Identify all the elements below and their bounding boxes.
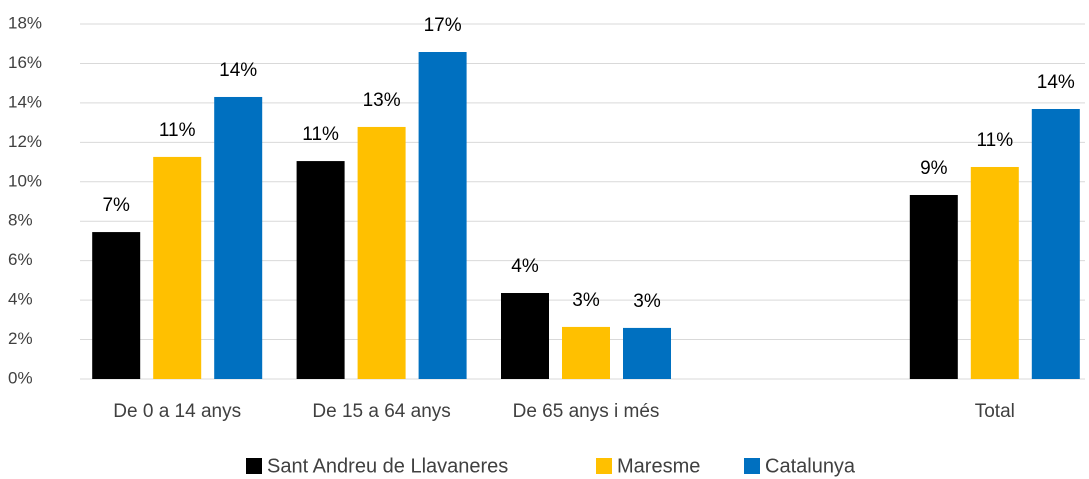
value-label: 3% — [572, 290, 600, 311]
y-tick-label: 14% — [8, 92, 42, 111]
value-label: 9% — [920, 158, 948, 179]
value-label: 11% — [159, 120, 196, 141]
bar — [623, 327, 671, 379]
value-label: 11% — [976, 130, 1013, 151]
y-tick-label: 12% — [8, 132, 42, 151]
legend-label: Sant Andreu de Llavaneres — [267, 455, 508, 477]
bar — [357, 126, 406, 379]
value-label: 7% — [102, 195, 130, 216]
bar — [501, 293, 549, 379]
bar — [418, 52, 467, 379]
y-tick-label: 10% — [8, 171, 42, 190]
bar — [1031, 109, 1080, 379]
x-tick-label: De 15 a 64 anys — [312, 401, 450, 422]
x-tick-label: De 0 a 14 anys — [113, 401, 241, 422]
y-tick-label: 8% — [8, 211, 33, 230]
legend-swatch — [596, 458, 612, 474]
bar — [562, 326, 610, 379]
bar — [970, 166, 1019, 379]
legend-label: Catalunya — [765, 455, 856, 477]
bar — [296, 161, 345, 379]
value-label: 3% — [633, 291, 661, 312]
y-tick-label: 4% — [8, 290, 33, 309]
y-tick-label: 6% — [8, 250, 33, 269]
y-tick-label: 16% — [8, 53, 42, 72]
value-label: 13% — [363, 90, 401, 111]
legend-swatch — [744, 458, 760, 474]
bar — [153, 156, 202, 379]
legend-swatch — [246, 458, 262, 474]
value-label: 14% — [219, 60, 257, 81]
x-tick-label: De 65 anys i més — [513, 401, 660, 422]
value-label: 11% — [302, 124, 339, 145]
value-label: 4% — [511, 256, 539, 277]
bar — [214, 96, 263, 379]
y-tick-label: 2% — [8, 329, 33, 348]
bar — [92, 232, 141, 379]
legend-label: Maresme — [617, 455, 700, 477]
x-tick-label: Total — [975, 401, 1015, 422]
value-label: 14% — [1037, 72, 1075, 93]
bar — [909, 194, 958, 379]
y-tick-label: 0% — [8, 368, 33, 387]
y-tick-label: 18% — [8, 13, 42, 32]
value-label: 17% — [424, 15, 462, 36]
